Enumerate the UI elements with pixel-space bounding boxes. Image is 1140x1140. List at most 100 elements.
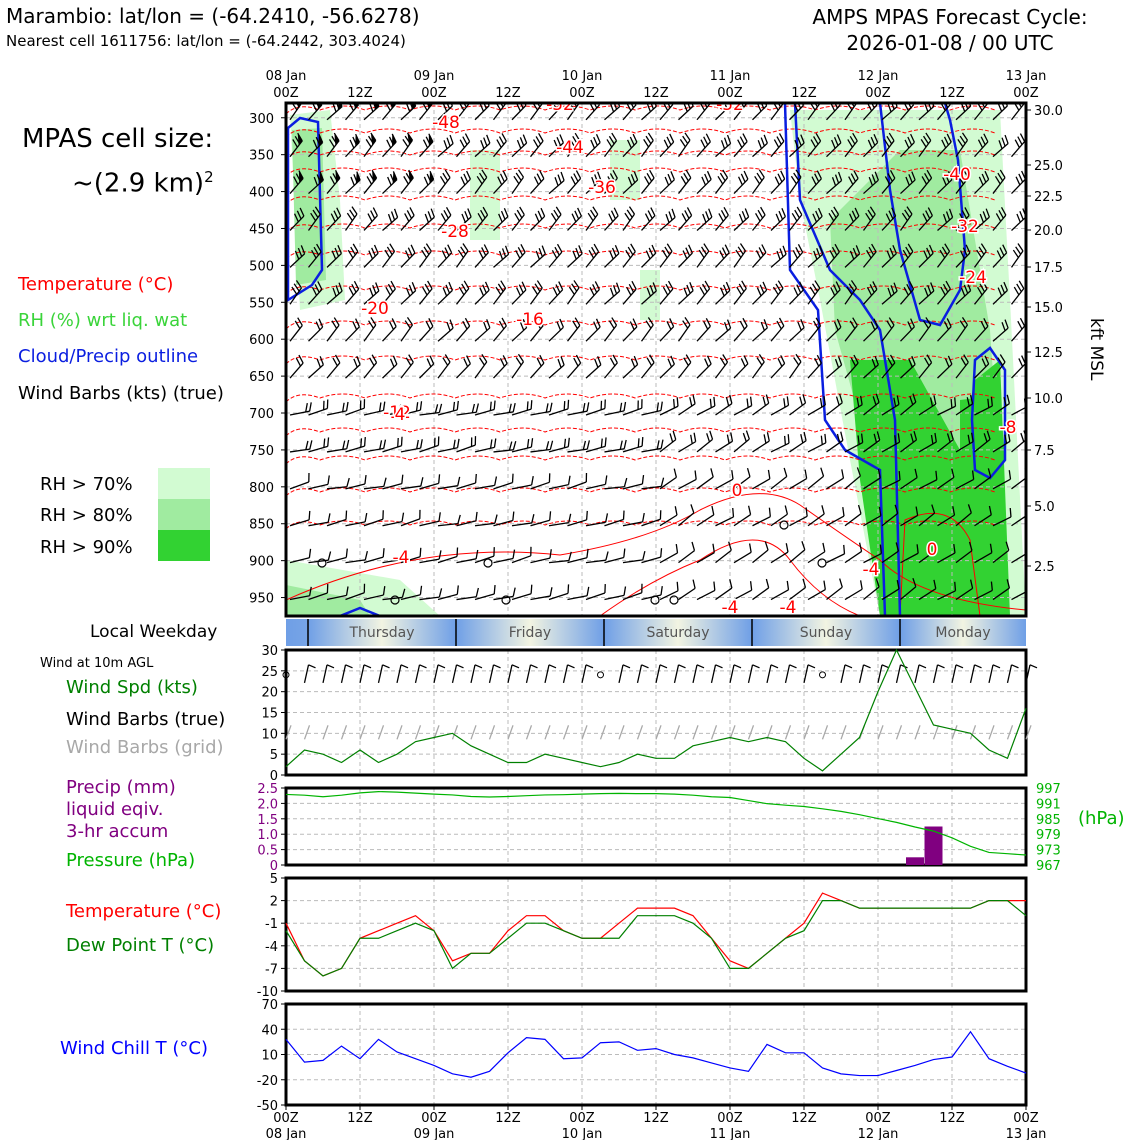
wind10-barb-flag [567, 664, 575, 669]
wind10-barb-flag [918, 664, 927, 669]
wind-barb [641, 103, 657, 121]
wind-barb [400, 354, 414, 379]
wind10-grid-barb [470, 725, 477, 740]
wind-barb [363, 401, 386, 416]
wind-barb [789, 507, 808, 527]
wind-barb [1011, 170, 1026, 195]
wind-barb [863, 171, 879, 195]
wind-barb [419, 474, 441, 490]
wind10-barb [766, 664, 772, 683]
wind10-barb-flag [770, 664, 779, 669]
wind10-grid-barb [729, 725, 736, 740]
top-hour-label: 00Z [569, 86, 595, 101]
wind-barb [530, 587, 553, 601]
wind-barb [530, 354, 545, 379]
wind-barb [511, 353, 525, 379]
wind-barb [881, 282, 898, 305]
wind-barb [640, 317, 654, 342]
wind-barb [752, 134, 768, 158]
y-tick-label: 1.5 [257, 813, 278, 828]
wind-barb [622, 399, 643, 416]
wind-barb [419, 512, 441, 527]
wind-barb [474, 281, 490, 305]
wind10-barb [414, 664, 421, 683]
cross-section-frame [284, 101, 1028, 618]
wind-barb [308, 171, 324, 195]
pressure-tick-label: 991 [1036, 797, 1061, 812]
wind10-grid-barb [840, 725, 847, 740]
wind-barb [881, 395, 900, 416]
pressure-tick-label: 997 [1036, 782, 1061, 797]
wind-barb [289, 317, 303, 342]
wind-barb [289, 207, 305, 231]
wind10-grid-barb [895, 725, 903, 740]
wind-barb [585, 475, 608, 490]
wind10-barb-flag [345, 664, 353, 669]
wind10-barb-flag [511, 664, 520, 669]
wind-barb [974, 543, 993, 564]
wind-barb [529, 103, 543, 121]
wind-barb [604, 586, 627, 601]
wind-barb [1030, 470, 1047, 489]
wind-barb [400, 207, 415, 231]
wind-barb [807, 170, 822, 195]
wind-barb [400, 477, 424, 490]
wind10-barb-flag [789, 664, 797, 669]
temp-label: -8 [1000, 418, 1017, 438]
wind10-barb [507, 664, 513, 683]
wind-barb [918, 132, 932, 158]
wind-barb [937, 171, 953, 195]
temp-label: -52 [546, 95, 574, 115]
wind-barb [974, 581, 993, 601]
wind-barb [678, 244, 693, 268]
calm-circle [817, 558, 827, 568]
wind-barb [715, 206, 729, 231]
wind-barb [937, 208, 954, 231]
pressure-line [285, 790, 1027, 856]
wind-barb [604, 282, 621, 305]
wind-barb [474, 206, 489, 231]
wind-barb [289, 170, 304, 195]
top-hour-label: 00Z [717, 86, 743, 101]
y-tick-label: -10 [257, 985, 278, 1000]
wind10-barb [729, 664, 735, 683]
wind-barb [770, 396, 790, 416]
wind10-barb [396, 664, 402, 683]
wind-barb [752, 319, 768, 342]
wind-barb [511, 546, 532, 564]
wind-barb [659, 318, 675, 342]
wind-barb [548, 437, 570, 453]
wind10-grid-barb [285, 725, 292, 740]
wind-barb [900, 171, 916, 195]
pressure-tick-label: 800 [249, 481, 274, 496]
wind-barb [455, 243, 469, 268]
wind-barb [992, 432, 1011, 453]
y-tick-label: 10 [261, 727, 278, 742]
wind-barb [1010, 243, 1024, 268]
wind-barb [770, 543, 789, 564]
bottom-hour-label: 12Z [791, 1111, 817, 1126]
label-dew: Dew Point T (°C) [66, 935, 215, 956]
wind-barb [807, 245, 824, 268]
calm-circle [650, 595, 660, 605]
top-hour-label: 12Z [791, 86, 817, 101]
wind-barb [807, 396, 826, 416]
kft-tick-label: 7.5 [1034, 444, 1055, 459]
wind-barb [733, 243, 747, 268]
y-tick-label: 70 [261, 998, 278, 1013]
wind-barb [863, 468, 881, 490]
wind10-barb-flag [752, 664, 760, 669]
wind-barb [456, 436, 477, 453]
wind-barb [419, 208, 435, 231]
wind-barb [807, 467, 825, 490]
y-tick-label: 15 [261, 707, 278, 722]
top-hour-label: 00Z [865, 86, 891, 101]
wind-barb [659, 208, 676, 231]
wind-barb [456, 133, 471, 158]
wind10-barb [784, 664, 791, 683]
wind-barb [400, 282, 417, 305]
wind-barb [456, 355, 471, 379]
panel-frame [284, 786, 1028, 867]
pressure-tick-label: 550 [249, 296, 274, 311]
wind-barb [345, 133, 360, 158]
